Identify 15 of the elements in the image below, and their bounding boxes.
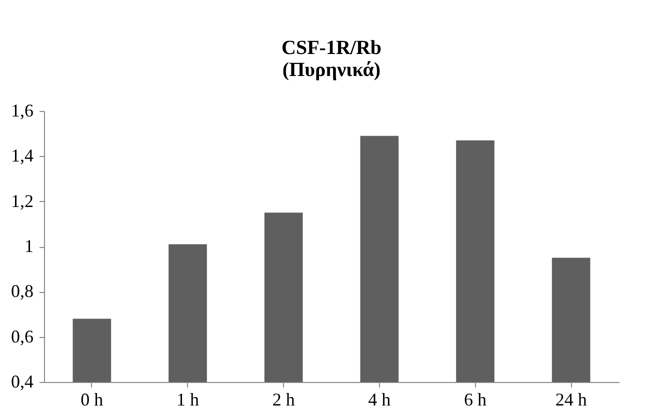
- y-tick-label: 0,4: [11, 372, 34, 392]
- y-tick-label: 1,6: [11, 100, 34, 120]
- chart-title: CSF-1R/Rb: [281, 37, 382, 59]
- x-tick-label: 2 h: [272, 390, 295, 410]
- chart-subtitle: (Πυρηνικά): [282, 59, 381, 81]
- y-tick-label: 0,8: [11, 281, 34, 302]
- x-tick-label: 6 h: [464, 390, 486, 410]
- y-tick-label: 1: [24, 236, 34, 256]
- x-tick-label: 1 h: [176, 390, 199, 410]
- y-tick-label: 1,4: [11, 146, 34, 166]
- y-tick-label: 1,2: [11, 190, 34, 211]
- x-tick-label: 24 h: [555, 390, 587, 410]
- y-tick-label: 0,6: [11, 326, 34, 346]
- x-tick-label: 0 h: [80, 390, 104, 410]
- x-tick-label: 4 h: [368, 390, 391, 410]
